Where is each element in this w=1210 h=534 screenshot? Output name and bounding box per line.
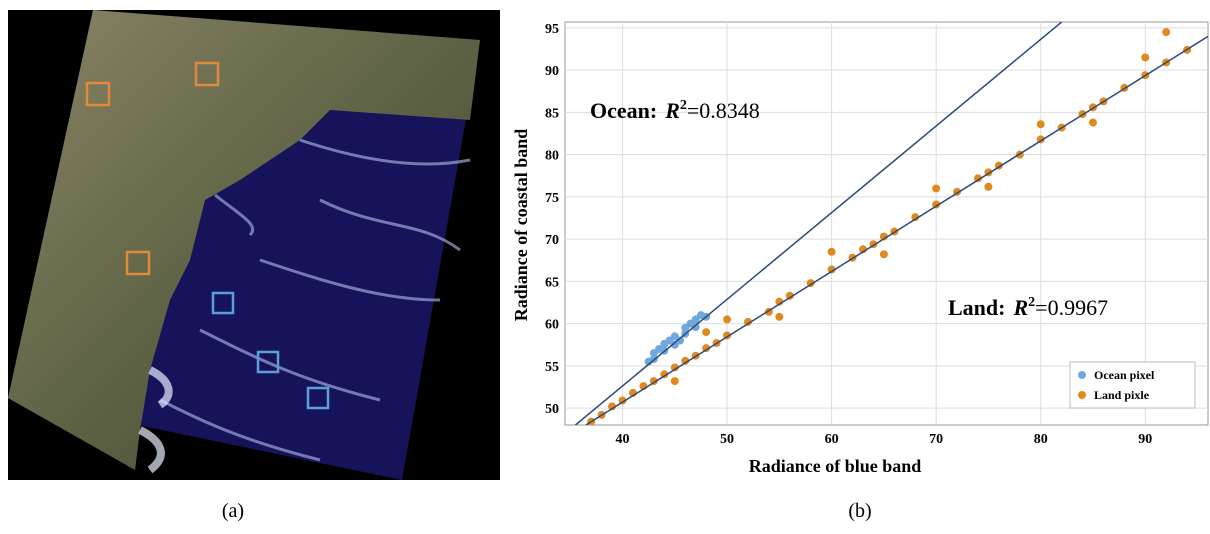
y-tick-label: 50 (545, 402, 559, 417)
point (618, 396, 627, 405)
annotation-part: 2 (680, 98, 687, 113)
annotation-part: R (1012, 295, 1028, 320)
annotation-part: 2 (1028, 295, 1035, 310)
point (743, 317, 752, 326)
y-tick-label: 70 (545, 233, 559, 248)
point (1036, 120, 1045, 129)
y-tick-label: 65 (545, 275, 559, 290)
satellite-image (8, 10, 500, 480)
point (670, 363, 679, 372)
legend-box (1069, 361, 1196, 409)
point (879, 232, 888, 241)
annotation-part: R (664, 98, 680, 123)
point (879, 250, 888, 259)
point (660, 339, 669, 348)
plot-area (564, 21, 1209, 426)
y-tick-label: 85 (545, 106, 559, 121)
point (670, 377, 679, 386)
legend-marker (1078, 371, 1086, 379)
point (785, 291, 794, 300)
x-tick-label: 50 (720, 432, 734, 447)
annotation: Land: R2=0.9967 (948, 295, 1108, 320)
point (702, 328, 711, 337)
point (1141, 53, 1150, 62)
y-tick-label: 90 (545, 64, 559, 79)
x-tick-label: 60 (825, 432, 839, 447)
point (911, 213, 920, 222)
y-tick-label: 75 (545, 191, 559, 206)
point (681, 356, 690, 365)
legend-label: Ocean pixel (1094, 368, 1155, 382)
fit-line (574, 22, 1063, 425)
annotation-part: Ocean: (590, 98, 657, 123)
point (670, 340, 679, 349)
y-tick-label: 55 (545, 360, 559, 375)
point (827, 247, 836, 256)
fit-line (585, 35, 1208, 425)
y-tick-label: 60 (545, 318, 559, 333)
annotation-part: =0.9967 (1035, 295, 1108, 320)
point (723, 315, 732, 324)
x-tick-label: 90 (1138, 432, 1152, 447)
point (1162, 28, 1171, 37)
plot-marks (574, 22, 1208, 425)
caption: (b) (848, 500, 871, 522)
x-axis-label: Radiance of blue band (749, 456, 922, 476)
point (702, 344, 711, 353)
legend-marker (1078, 391, 1086, 399)
annotation-part: =0.8348 (687, 98, 760, 123)
y-tick-label: 80 (545, 149, 559, 164)
x-tick-label: 80 (1034, 432, 1048, 447)
legend-label: Land pixle (1094, 388, 1150, 402)
caption: (a) (222, 500, 244, 522)
point (827, 265, 836, 274)
point (932, 200, 941, 209)
point (775, 312, 784, 321)
point (984, 182, 993, 191)
y-axis-label: Radiance of coastal band (511, 129, 531, 322)
x-tick-label: 40 (616, 432, 630, 447)
point (932, 184, 941, 193)
annotation: Ocean: R2=0.8348 (590, 98, 760, 123)
point (608, 402, 617, 411)
point (691, 322, 700, 331)
point (973, 174, 982, 183)
point (1088, 118, 1097, 127)
annotation-part: Land: (948, 295, 1005, 320)
x-tick-label: 70 (929, 432, 943, 447)
point (660, 370, 669, 379)
y-tick-label: 95 (545, 22, 559, 37)
